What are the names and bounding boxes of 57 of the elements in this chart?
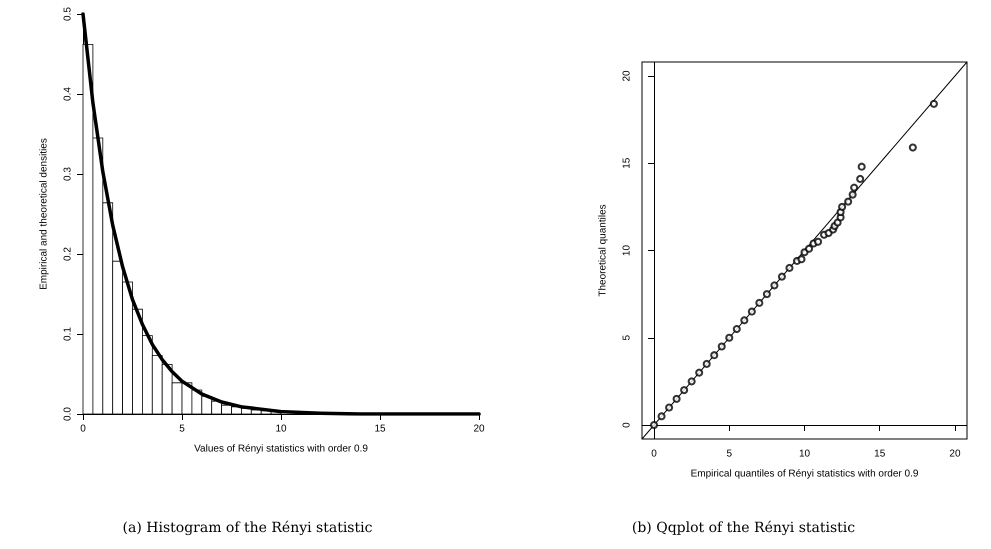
- x-axis-title: Empirical quantiles of Rényi statistics with order 0.9: [690, 468, 919, 480]
- y-tick-label: 10: [622, 244, 632, 256]
- x-tick-label: 20: [949, 448, 961, 460]
- point: [908, 144, 917, 152]
- point: [814, 238, 822, 246]
- point: [850, 184, 858, 192]
- point: [702, 360, 711, 368]
- x-tick-label: 5: [179, 424, 186, 434]
- y-tick-label: 15: [622, 157, 632, 169]
- point: [762, 290, 771, 298]
- point: [680, 386, 688, 394]
- point: [848, 190, 857, 199]
- point: [695, 368, 704, 377]
- point: [650, 421, 658, 430]
- y-tick-label: 0.0: [62, 406, 74, 421]
- point: [658, 412, 666, 420]
- y-tick-label: 0.1: [62, 326, 74, 341]
- y-tick-label: 0.4: [62, 86, 74, 101]
- point: [858, 162, 866, 171]
- point: [725, 334, 734, 342]
- point: [688, 377, 696, 386]
- point: [755, 298, 764, 307]
- x-tick-label: 15: [374, 424, 386, 434]
- x-tick-label: 20: [473, 424, 485, 434]
- x-tick-label: 10: [275, 424, 287, 434]
- point: [718, 342, 726, 350]
- point: [856, 174, 864, 183]
- point: [778, 272, 786, 281]
- y-axis-title: Empirical and theoretical densities: [38, 138, 50, 290]
- point: [710, 351, 718, 360]
- y-tick-label: 0.3: [62, 166, 74, 181]
- point: [748, 308, 756, 316]
- x-axis-title: Values of Rényi statistics with order 0.9: [194, 444, 368, 454]
- point: [838, 202, 846, 211]
- point: [665, 404, 674, 412]
- x-tick-label: 10: [798, 448, 810, 460]
- point: [844, 198, 852, 206]
- point: [805, 244, 814, 253]
- point: [740, 316, 748, 324]
- y-tick-label: 0.5: [62, 6, 74, 21]
- text: (b) Qqplot of the Rényi statistic: [632, 520, 856, 536]
- text: (a) Histogram of the Rényi statistic: [122, 520, 373, 536]
- y-tick-label: 20: [622, 70, 632, 82]
- point: [834, 218, 842, 227]
- x-tick-label: 0: [651, 448, 658, 460]
- point: [797, 255, 806, 264]
- point: [770, 281, 778, 290]
- y-axis-title: Theoretical quantiles: [598, 204, 608, 297]
- y-tick-label: 0.2: [62, 246, 74, 261]
- y-tick-label: 5: [622, 334, 632, 341]
- point: [930, 100, 938, 108]
- x-tick-label: 0: [80, 424, 86, 434]
- x-tick-label: 15: [874, 448, 886, 460]
- point: [672, 394, 681, 403]
- point: [785, 264, 794, 272]
- x-tick-label: 5: [726, 448, 732, 460]
- point: [732, 325, 741, 334]
